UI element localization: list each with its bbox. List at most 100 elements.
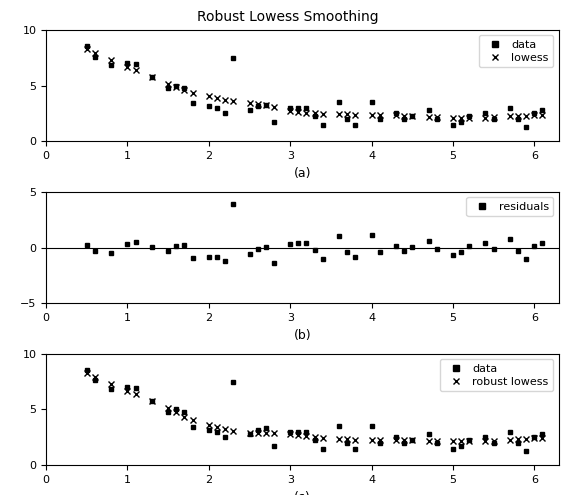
data — [149, 397, 156, 403]
robust lowess — [531, 435, 538, 441]
Line: data: data — [85, 368, 544, 453]
residuals — [344, 249, 351, 255]
(a) — [92, 53, 98, 59]
(a) — [246, 107, 253, 113]
(a) — [271, 119, 278, 125]
data — [506, 429, 513, 435]
data — [287, 429, 294, 435]
robust lowess — [376, 437, 383, 443]
lowess — [262, 102, 269, 108]
(a) — [173, 83, 180, 89]
lowess — [490, 114, 497, 120]
data — [92, 378, 98, 384]
(a) — [222, 110, 229, 116]
residuals — [336, 233, 343, 239]
robust lowess — [206, 422, 213, 428]
lowess — [84, 47, 90, 52]
(a) — [189, 100, 196, 106]
residuals — [132, 239, 139, 245]
residuals — [303, 240, 310, 246]
robust lowess — [457, 439, 464, 445]
residuals — [230, 201, 237, 207]
robust lowess — [336, 436, 343, 442]
residuals — [490, 247, 497, 252]
(a) — [254, 102, 261, 108]
residuals — [368, 232, 375, 238]
(a) — [319, 122, 326, 128]
data — [522, 448, 529, 454]
(a) — [124, 60, 131, 66]
lowess — [425, 114, 432, 120]
lowess — [433, 114, 440, 120]
lowess — [539, 112, 546, 118]
(a) — [287, 105, 294, 111]
lowess — [409, 113, 416, 119]
(a) — [149, 74, 156, 80]
data — [531, 435, 538, 441]
data — [449, 446, 456, 451]
robust lowess — [92, 374, 98, 380]
residuals — [311, 247, 318, 253]
lowess — [165, 81, 172, 87]
residuals — [392, 243, 399, 249]
lowess — [352, 112, 359, 118]
(a) — [165, 85, 172, 91]
(a) — [531, 110, 538, 116]
data — [466, 437, 473, 443]
(a) — [262, 101, 269, 107]
robust lowess — [246, 430, 253, 436]
data — [433, 440, 440, 446]
robust lowess — [189, 417, 196, 423]
(a) — [433, 116, 440, 122]
Text: Robust Lowess Smoothing: Robust Lowess Smoothing — [197, 10, 379, 24]
robust lowess — [124, 388, 131, 394]
robust lowess — [295, 432, 302, 438]
robust lowess — [514, 436, 521, 442]
data — [181, 409, 188, 415]
data — [254, 427, 261, 433]
robust lowess — [311, 434, 318, 440]
robust lowess — [108, 381, 115, 387]
robust lowess — [482, 438, 489, 444]
(a) — [506, 105, 513, 111]
lowess — [222, 97, 229, 102]
data — [206, 427, 213, 433]
data — [425, 431, 432, 437]
data — [319, 446, 326, 451]
robust lowess — [409, 438, 416, 444]
data — [173, 406, 180, 412]
(a) — [539, 107, 546, 113]
data — [401, 440, 408, 446]
lowess — [319, 110, 326, 116]
robust lowess — [392, 437, 399, 443]
robust lowess — [132, 391, 139, 397]
robust lowess — [222, 426, 229, 432]
residuals — [319, 255, 326, 261]
data — [490, 440, 497, 446]
residuals — [482, 241, 489, 247]
robust lowess — [149, 398, 156, 404]
lowess — [92, 50, 98, 56]
(a) — [522, 124, 529, 130]
(a) — [108, 62, 115, 68]
robust lowess — [271, 430, 278, 436]
lowess — [246, 100, 253, 106]
residuals — [539, 240, 546, 246]
residuals — [287, 241, 294, 247]
Legend: data, lowess: data, lowess — [479, 35, 553, 67]
lowess — [230, 98, 237, 104]
lowess — [124, 64, 131, 70]
lowess — [181, 88, 188, 94]
data — [295, 429, 302, 435]
data — [514, 440, 521, 446]
robust lowess — [181, 413, 188, 419]
data — [392, 435, 399, 441]
(a) — [214, 105, 221, 111]
residuals — [173, 243, 180, 249]
(a) — [336, 99, 343, 105]
robust lowess — [433, 438, 440, 444]
data — [246, 431, 253, 437]
residuals — [92, 248, 98, 254]
(a) — [368, 99, 375, 105]
(a) — [206, 102, 213, 108]
